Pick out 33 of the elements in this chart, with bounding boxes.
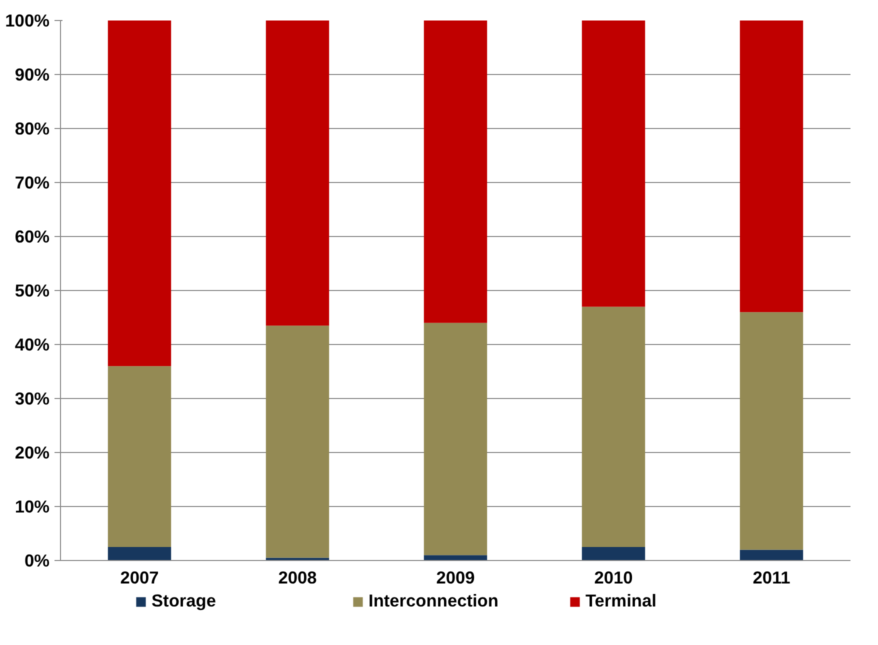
bar bbox=[582, 20, 646, 307]
bar bbox=[108, 366, 172, 547]
x-tick-label: 2007 bbox=[120, 568, 159, 588]
x-tick-label: 2011 bbox=[752, 568, 791, 588]
bar bbox=[424, 322, 488, 556]
bar bbox=[582, 547, 646, 560]
bar bbox=[108, 547, 172, 560]
y-tick-label: 50% bbox=[14, 280, 50, 300]
bar bbox=[108, 20, 172, 366]
legend-label: Storage bbox=[152, 590, 218, 612]
y-tick-label: 40% bbox=[14, 334, 50, 354]
legend-label: Interconnection bbox=[368, 590, 500, 612]
y-tick-label: 70% bbox=[14, 172, 50, 192]
y-tick-label: 90% bbox=[14, 64, 50, 84]
y-tick-label: 80% bbox=[14, 118, 50, 138]
bar bbox=[424, 555, 488, 560]
bar bbox=[582, 306, 646, 547]
bar bbox=[740, 20, 804, 312]
bar bbox=[740, 550, 804, 560]
y-tick-label: 20% bbox=[14, 442, 50, 462]
y-tick-label: 100% bbox=[5, 10, 50, 30]
x-tick-label: 2009 bbox=[436, 568, 475, 588]
bar bbox=[740, 312, 804, 550]
y-tick-label: 60% bbox=[14, 226, 50, 246]
x-tick-label: 2008 bbox=[278, 568, 318, 588]
bar bbox=[266, 20, 330, 326]
y-tick-label: 30% bbox=[14, 388, 50, 408]
y-tick-label: 10% bbox=[14, 496, 50, 516]
x-tick-label: 2010 bbox=[594, 568, 633, 588]
bar bbox=[266, 326, 330, 558]
y-tick-label: 0% bbox=[24, 550, 50, 570]
legend-label: Terminal bbox=[586, 590, 658, 612]
bar bbox=[424, 20, 488, 323]
